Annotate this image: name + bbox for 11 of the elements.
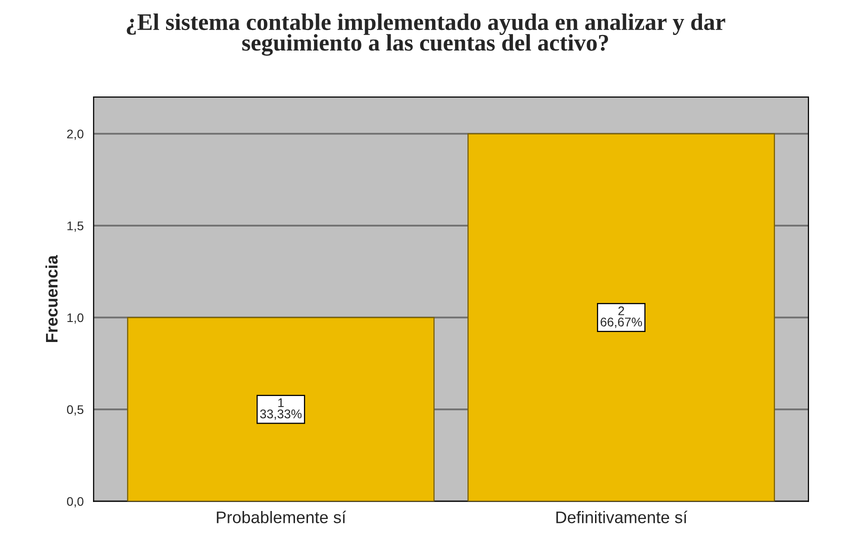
y-tick-label: 0,0 (67, 497, 84, 508)
chart-title: ¿El sistema contable implementado ayuda en analizar y dar seguimiento a las cuentas del activo? (126, 13, 726, 56)
x-tick-label: Definitivamente sí (556, 510, 688, 524)
x-tick-label: Probablemente sí (216, 510, 346, 524)
data-label: 2 66,67% (600, 306, 642, 328)
y-tick-label: 0,5 (67, 405, 84, 416)
y-tick-label: 1,0 (67, 313, 84, 324)
y-tick-label: 2,0 (67, 130, 84, 140)
y-tick-label: 1,5 (67, 222, 84, 232)
y-axis-title: Frecuencia (45, 255, 58, 342)
data-label: 1 33,33% (260, 398, 302, 420)
